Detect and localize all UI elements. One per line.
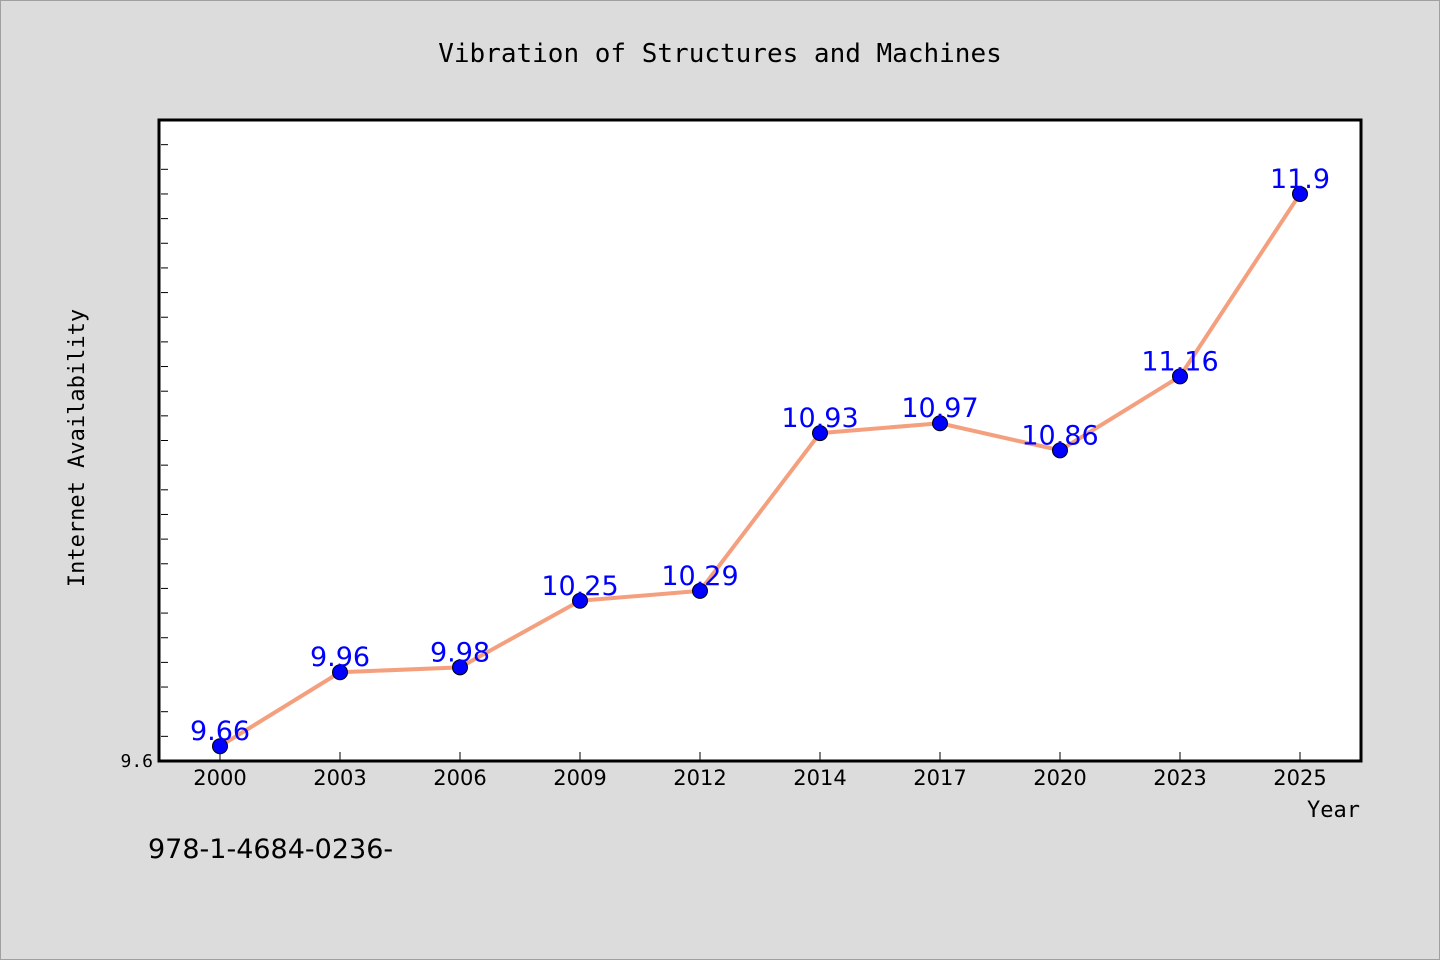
data-label: 9.66 — [190, 716, 250, 747]
chart-title: Vibration of Structures and Machines — [438, 39, 1002, 69]
x-tick-label: 2014 — [793, 766, 846, 790]
data-label: 11.16 — [1141, 346, 1218, 377]
x-tick-label: 2023 — [1153, 766, 1206, 790]
data-point — [932, 415, 948, 432]
x-tick-label: 2020 — [1033, 766, 1086, 790]
series-layer: 9.66 9.96 9.98 10.25 10.29 10.93 10.97 10.86 11.… — [190, 164, 1330, 755]
x-axis-label: Year — [1307, 798, 1360, 823]
data-point — [572, 592, 588, 609]
x-axis-ticks: 2000 2003 2006 2009 2012 2014 2017 2020 2023 2025 — [193, 752, 1327, 790]
data-label: 9.96 — [310, 642, 370, 673]
data-point — [812, 425, 828, 442]
x-tick-label: 2003 — [313, 766, 366, 790]
x-tick-label: 2009 — [553, 766, 606, 790]
data-point — [332, 664, 348, 681]
data-label: 10.29 — [661, 561, 738, 592]
x-tick-label: 2017 — [913, 766, 966, 790]
data-point — [692, 582, 708, 599]
x-tick-label: 2006 — [433, 766, 486, 790]
data-point — [212, 738, 228, 755]
data-point — [1052, 442, 1068, 459]
data-label: 10.86 — [1021, 420, 1098, 451]
plot-area — [157, 118, 1363, 763]
y-tick-label: 9.6 — [120, 751, 153, 772]
data-point — [452, 659, 468, 676]
x-tick-label: 2012 — [673, 766, 726, 790]
x-tick-label: 2025 — [1273, 766, 1326, 790]
data-label: 10.93 — [781, 403, 858, 434]
y-axis-ticks: 9.6 — [120, 144, 168, 772]
isbn-text: 978-1-4684-0236- — [148, 834, 394, 865]
data-label: 9.98 — [430, 637, 490, 668]
x-tick-label: 2000 — [193, 766, 246, 790]
data-label: 11.9 — [1270, 164, 1330, 195]
y-axis-label: Internet Availability — [65, 309, 90, 587]
data-label: 10.25 — [541, 571, 618, 602]
data-label: 10.97 — [901, 393, 978, 424]
data-point — [1292, 185, 1308, 202]
data-point — [1172, 368, 1188, 385]
series-line — [218, 192, 1302, 748]
